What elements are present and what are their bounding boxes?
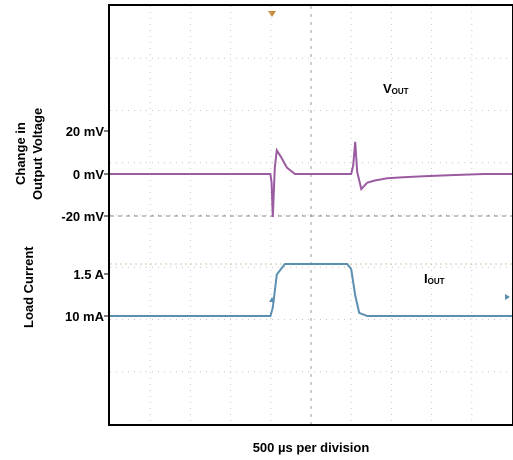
vout-axis-title-line1-text: Change in	[13, 122, 28, 185]
trigger-marker	[268, 11, 276, 17]
tick-label-neg20mv: -20 mV	[61, 209, 104, 224]
tick-label-0mv: 0 mV	[73, 167, 104, 182]
grid-lines	[110, 6, 512, 424]
iout-right-arrow	[505, 294, 510, 300]
iout-trigger-arrow	[269, 297, 275, 302]
iout-series-label: IOUT	[424, 271, 445, 286]
iout-trace	[110, 263, 512, 317]
vout-axis-title-line2-text: Output Voltage	[30, 108, 45, 200]
iout-axis-title: Load Current	[21, 246, 36, 328]
tick-label-1-5a: 1.5 A	[73, 267, 104, 282]
x-axis-label: 500 µs per division	[253, 440, 370, 455]
vout-series-label: VOUT	[383, 81, 409, 96]
tick-label-10ma: 10 mA	[65, 309, 105, 324]
tick-label-20mv: 20 mV	[66, 124, 105, 139]
vout-trace	[110, 141, 512, 218]
